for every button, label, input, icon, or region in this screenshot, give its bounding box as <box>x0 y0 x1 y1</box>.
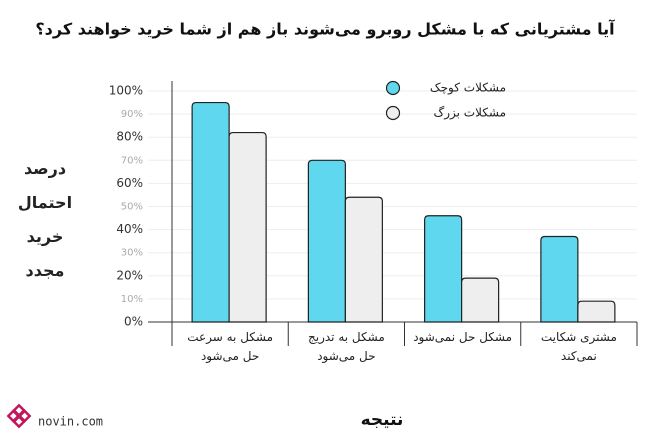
bar <box>344 196 383 323</box>
chart-title: آیا مشتریانی که با مشکل روبرو می‌شوند با… <box>35 19 615 39</box>
y-tick-label: 40% <box>116 222 143 236</box>
x-tick-label: مشکل به سرعت حل می‌شود <box>187 330 274 363</box>
y-tick-label: 50% <box>121 202 143 213</box>
y-tick-label: 20% <box>116 268 143 282</box>
y-tick-label: 70% <box>121 155 143 166</box>
x-tick-label: مشکل به تدریج حل می‌شود <box>307 330 385 363</box>
y-tick-label: 90% <box>121 109 143 120</box>
legend-label: مشکلات بزرگ <box>433 106 506 121</box>
legend-label: مشکلات کوچک <box>430 81 506 96</box>
logo-icon <box>6 403 32 429</box>
x-tick-label: مشتری شکایت نمی‌کند <box>540 330 617 363</box>
y-tick-label: 100% <box>109 84 143 98</box>
legend-marker <box>385 105 401 121</box>
y-axis-label: درصد احتمال خرید مجدد <box>17 159 73 280</box>
bar <box>461 277 500 323</box>
logo-text: novin.com <box>38 415 103 429</box>
bar <box>191 101 230 323</box>
y-tick-label: 60% <box>116 176 143 190</box>
y-tick-label: 0% <box>124 315 143 329</box>
y-tick-label: 30% <box>121 248 143 259</box>
bar <box>424 215 463 323</box>
bar <box>577 300 616 323</box>
bar <box>307 159 346 323</box>
legend-marker <box>385 80 401 96</box>
y-tick-label: 10% <box>121 294 143 305</box>
y-tick-label: 80% <box>116 130 143 144</box>
x-tick-label: مشکل حل نمی‌شود <box>413 330 513 344</box>
bar <box>540 235 579 323</box>
x-axis-label: نتیجه <box>361 410 404 430</box>
bar <box>228 131 267 323</box>
